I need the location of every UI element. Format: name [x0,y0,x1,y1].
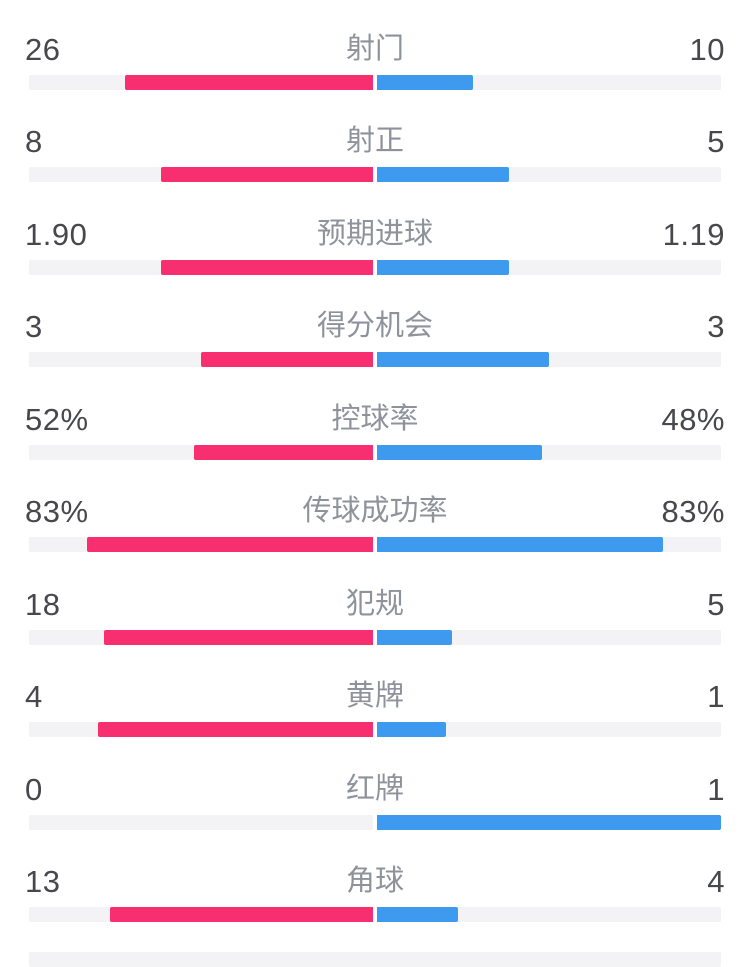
home-value: 8 [25,124,43,159]
away-bar-track [377,629,721,645]
away-bar-fill [377,814,721,830]
away-bar-track [377,352,721,367]
stat-row-labels: 52% 控球率 48% [25,398,725,441]
stat-row: 1.90 预期进球 1.19 [0,213,750,306]
away-bar-fill [377,167,510,182]
stat-row-labels: 83% 传球成功率 83% [25,490,725,533]
home-bar-fill [87,537,373,552]
stat-label: 角球 [345,865,405,897]
stat-row-labels: 1.90 预期进球 1.19 [25,213,725,256]
stat-row-labels: 3 得分机会 3 [25,305,725,348]
away-bar-fill [377,352,549,367]
away-value: 1 [707,771,725,807]
home-bar-track [29,537,373,552]
home-bar-fill [97,722,373,737]
home-bar-track [29,907,373,922]
away-value: 3 [707,309,725,344]
away-bar-fill [377,537,663,552]
away-bar-track [377,167,721,182]
home-bar-fill [161,167,373,182]
next-row-track-partial [29,952,721,967]
away-value: 48% [661,401,725,437]
home-value: 4 [25,679,43,714]
stat-row-labels: 26 射门 10 [25,28,725,71]
away-bar-track [377,444,721,460]
stat-label: 控球率 [331,402,419,435]
stat-row: 8 射正 5 [0,120,750,213]
home-value: 52% [25,401,89,437]
stat-label: 黄牌 [345,680,405,712]
stat-row-labels: 13 角球 4 [25,860,725,903]
away-value: 1.19 [662,216,725,252]
home-bar-track [29,814,373,830]
away-bar-track [377,74,721,90]
stat-row: 52% 控球率 48% [0,398,750,491]
away-value: 83% [661,494,725,529]
home-bar-fill [194,444,373,460]
stat-label: 得分机会 [316,310,434,342]
home-bar-track [29,259,373,275]
stat-row: 3 得分机会 3 [0,305,750,398]
stat-label: 预期进球 [316,217,434,250]
home-bar-track [29,167,373,182]
stat-row: 83% 传球成功率 83% [0,490,750,583]
stat-label: 犯规 [345,587,405,620]
home-value: 18 [25,586,61,622]
home-bar-track [29,722,373,737]
away-bar-fill [377,629,452,645]
stat-label: 射门 [345,32,405,65]
away-bar-fill [377,444,543,460]
away-value: 5 [707,586,725,622]
away-bar-track [377,537,721,552]
stat-row: 0 红牌 1 [0,768,750,861]
away-value: 10 [689,31,725,67]
home-bar-fill [109,907,373,922]
away-bar-fill [377,722,446,737]
stat-row: 13 角球 4 [0,860,750,953]
away-bar-track [377,814,721,830]
away-value: 4 [707,864,725,899]
stat-row: 18 犯规 5 [0,583,750,676]
stat-row-labels: 4 黄牌 1 [25,675,725,718]
home-value: 1.90 [25,216,88,252]
home-bar-track [29,74,373,90]
home-value: 83% [25,494,89,529]
away-value: 1 [707,679,725,714]
home-bar-fill [161,259,373,275]
away-value: 5 [707,124,725,159]
home-bar-fill [124,74,373,90]
home-bar-track [29,629,373,645]
away-bar-fill [377,259,510,275]
stat-row: 26 射门 10 [0,28,750,121]
home-bar-track [29,444,373,460]
away-bar-track [377,722,721,737]
stat-label: 红牌 [345,772,405,805]
stat-row-labels: 18 犯规 5 [25,583,725,626]
away-bar-fill [377,907,458,922]
stat-label: 传球成功率 [302,495,448,527]
home-value: 0 [25,771,43,807]
stat-row-labels: 8 射正 5 [25,120,725,163]
home-value: 26 [25,31,61,67]
away-bar-track [377,907,721,922]
home-bar-fill [201,352,373,367]
stat-row-labels: 0 红牌 1 [25,768,725,811]
away-bar-track [377,259,721,275]
home-bar-track [29,352,373,367]
home-value: 3 [25,309,43,344]
home-value: 13 [25,864,61,899]
away-bar-fill [377,74,473,90]
stat-row: 4 黄牌 1 [0,675,750,768]
stat-label: 射正 [345,125,405,157]
home-bar-fill [103,629,373,645]
